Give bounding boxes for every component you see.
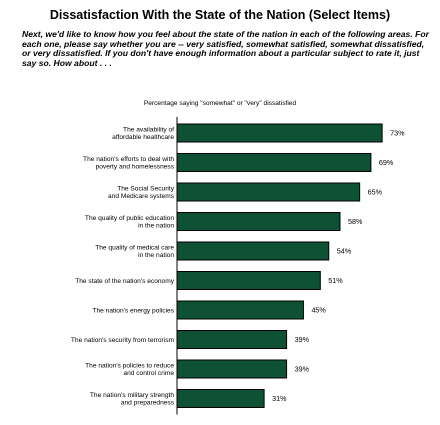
category-label: The Social Security and Medicare systems xyxy=(108,186,175,201)
value-label: 54% xyxy=(337,247,352,256)
value-label: 65% xyxy=(368,188,383,197)
bar xyxy=(176,271,321,290)
bar xyxy=(176,212,341,231)
category-label: The nation's security from terrorism xyxy=(71,337,175,344)
category-label: The nation's military strength and prepar… xyxy=(90,392,175,407)
bar xyxy=(176,182,361,202)
bar xyxy=(176,300,304,320)
value-label: 73% xyxy=(390,129,405,138)
category-label: The quality of public education in the na… xyxy=(85,215,174,230)
bar xyxy=(176,123,383,143)
category-label: The nation's efforts to deal with poverty… xyxy=(83,156,175,171)
survey-question: Next, we'd like to know how you feel abo… xyxy=(22,29,429,68)
chart-subtitle: Percentage saying "somewhat" or "very" d… xyxy=(143,100,297,107)
chart-title: Dissatisfaction With the State of the Na… xyxy=(49,8,391,22)
category-label: The nation's policies to reduce and contr… xyxy=(85,363,174,378)
bar xyxy=(176,241,330,261)
bar xyxy=(176,389,265,408)
bar xyxy=(176,330,288,349)
value-label: 39% xyxy=(295,365,310,374)
category-label: The availability of affordable healthcare xyxy=(112,127,174,142)
bar-chart: 73% The availability of affordable healthc… xyxy=(71,117,405,415)
value-label: 58% xyxy=(348,217,363,226)
value-label: 31% xyxy=(272,394,287,403)
category-label: The state of the nation's economy xyxy=(75,278,174,285)
value-label: 45% xyxy=(311,306,326,315)
value-label: 39% xyxy=(295,335,310,344)
value-label: 69% xyxy=(379,158,394,167)
bar xyxy=(176,359,288,379)
category-label: The nation's energy policies xyxy=(92,307,174,314)
category-label: The quality of medical care in the nation xyxy=(95,245,174,259)
value-label: 51% xyxy=(328,276,343,285)
bar xyxy=(176,153,372,172)
